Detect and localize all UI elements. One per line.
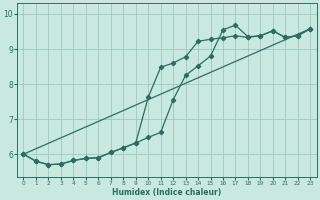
X-axis label: Humidex (Indice chaleur): Humidex (Indice chaleur) (112, 188, 221, 197)
